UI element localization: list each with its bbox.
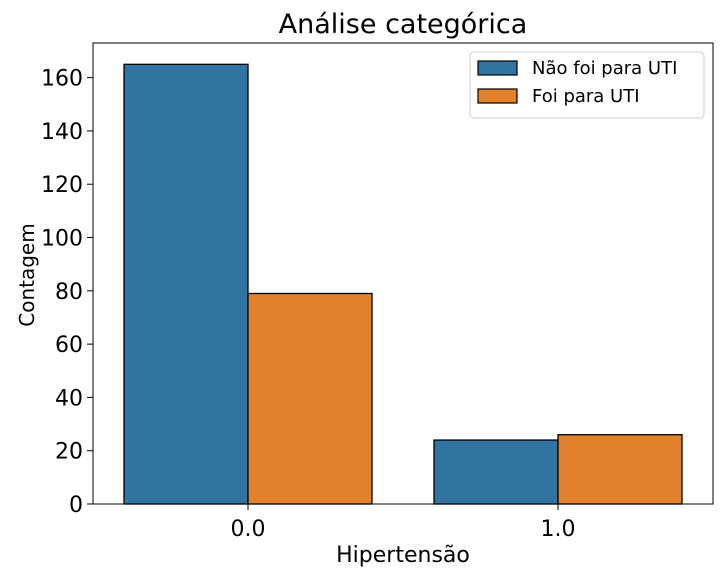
y-tick-label: 120 [41, 173, 83, 198]
legend-swatch-1 [477, 88, 518, 104]
legend-swatch-0 [477, 60, 518, 76]
legend-box [469, 51, 705, 119]
x-axis-label: Hipertensão [336, 543, 470, 568]
y-axis-label: Contagem [15, 223, 39, 326]
y-tick-label: 0 [69, 493, 83, 518]
plot-frame [92, 42, 714, 505]
y-tick-label: 60 [55, 333, 83, 358]
bar-no-icu-0 [123, 63, 249, 505]
legend-label-0: Não foi para UTI [532, 58, 677, 79]
legend-label-1: Foi para UTI [532, 86, 640, 107]
x-tick-label: 0.0 [231, 517, 266, 542]
bar-no-icu-1 [433, 439, 559, 505]
y-tick-label: 100 [41, 227, 83, 252]
x-tick-label: 1.0 [541, 517, 576, 542]
chart-title: Análise categórica [279, 9, 528, 40]
plot-area: 0 20 40 60 80 100 120 140 160 0.0 1.0 Não foi para … [41, 42, 714, 542]
y-tick-label: 80 [55, 280, 83, 305]
y-tick-label: 140 [41, 120, 83, 145]
y-tick-label: 20 [55, 440, 83, 465]
bar-icu-0 [247, 292, 373, 505]
bar-icu-1 [557, 434, 683, 505]
y-tick-label: 160 [41, 67, 83, 92]
y-tick-label: 40 [55, 386, 83, 411]
